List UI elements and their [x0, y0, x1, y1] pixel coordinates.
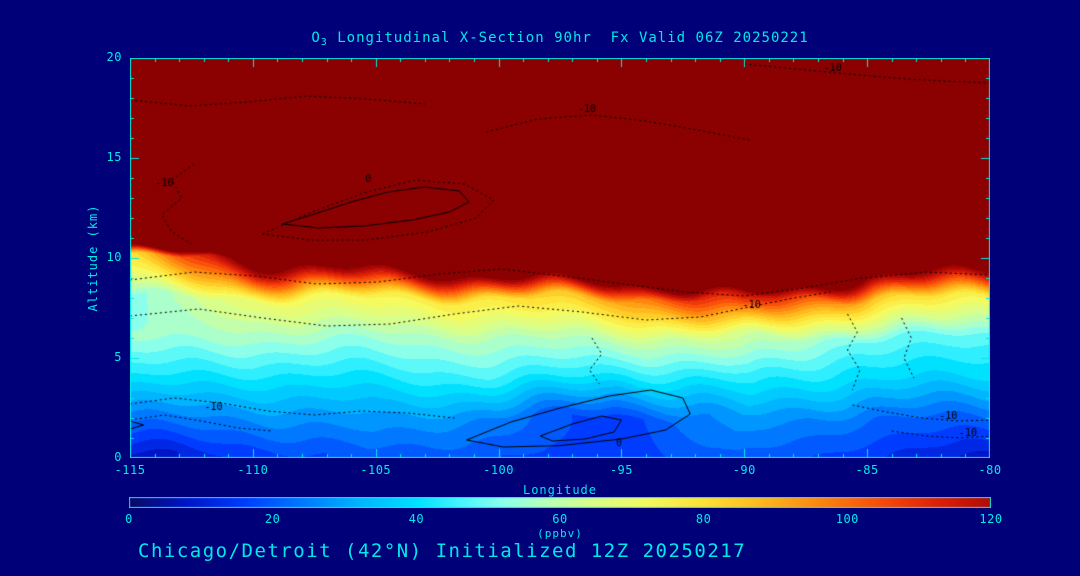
x-tick-label: -85 [855, 463, 879, 477]
chart-title-subscript: 3 [320, 37, 328, 48]
footer-caption: Chicago/Detroit (42°N) Initialized 12Z 2… [138, 540, 747, 562]
y-tick-label: 15 [106, 150, 122, 164]
x-axis-title: Longitude [522, 483, 598, 497]
y-tick-label: 20 [106, 50, 122, 64]
x-tick-label: -80 [978, 463, 1002, 477]
colorbar-tick-label: 40 [408, 512, 425, 526]
x-tick-label: -90 [732, 463, 756, 477]
colorbar-canvas [129, 497, 991, 508]
x-tick-label: -115 [114, 463, 146, 477]
colorbar-unit-label: (ppbv) [537, 527, 583, 540]
x-tick-label: -110 [237, 463, 269, 477]
x-tick-label: -100 [483, 463, 515, 477]
colorbar-tick-label: 100 [835, 512, 859, 526]
x-tick-label: -105 [360, 463, 392, 477]
chart-title-prefix: O [311, 30, 321, 46]
chart-title-rest: Longitudinal X-Section 90hr Fx Valid 06Z… [327, 30, 809, 46]
chart-title: O3 Longitudinal X-Section 90hr Fx Valid … [130, 30, 990, 48]
colorbar-tick-label: 20 [264, 512, 281, 526]
y-tick-label: 10 [106, 250, 122, 264]
x-tick-label: -95 [609, 463, 634, 477]
y-tick-label: 5 [114, 350, 122, 364]
colorbar-tick-label: 80 [695, 512, 712, 526]
colorbar-tick-label: 120 [979, 512, 1003, 526]
contour-plot-canvas [130, 58, 990, 458]
y-tick-label: 0 [114, 450, 122, 464]
colorbar-tick-label: 60 [552, 512, 568, 526]
colorbar-tick-label: 0 [125, 512, 133, 526]
